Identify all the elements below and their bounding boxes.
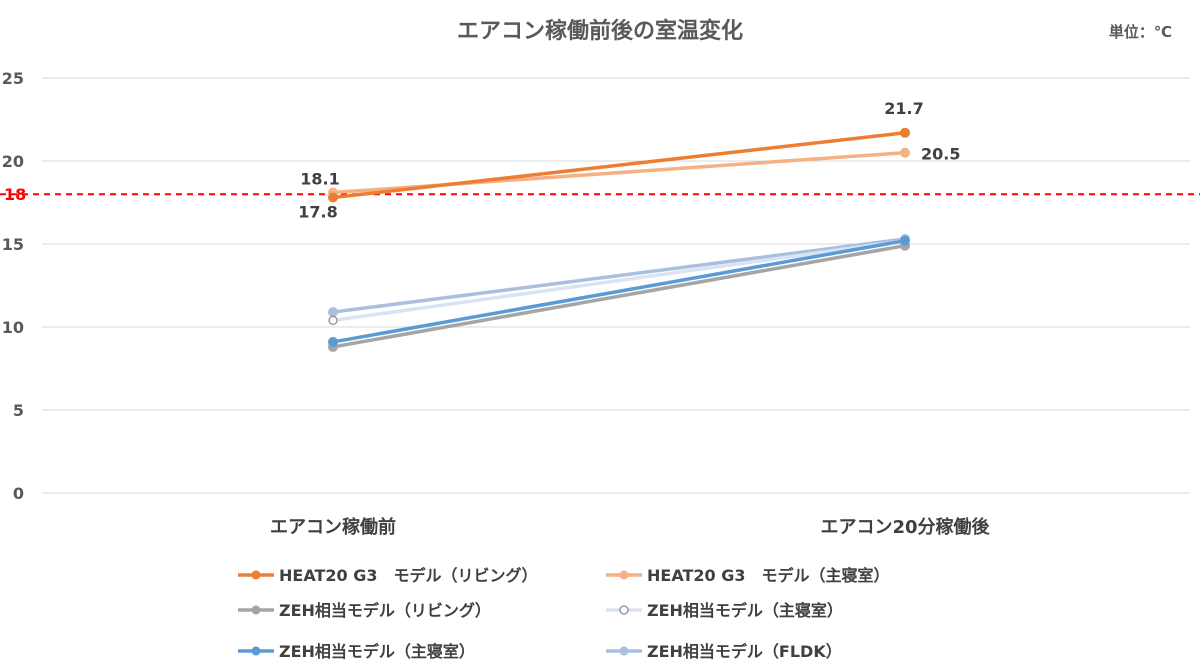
data-point xyxy=(900,127,910,138)
y-tick-label: 15 xyxy=(2,235,24,254)
x-axis: エアコン稼働前 エアコン20分稼働後 xyxy=(270,516,991,538)
legend-item: HEAT20 G3 モデル（主寝室） xyxy=(606,566,889,585)
data-point xyxy=(900,235,910,246)
legend-label: HEAT20 G3 モデル（リビング） xyxy=(279,566,537,585)
y-tick-label: 10 xyxy=(2,318,24,337)
legend-label: ZEH相当モデル（主寝室） xyxy=(279,642,475,661)
series-line xyxy=(331,238,907,344)
data-label: 17.8 xyxy=(298,203,337,222)
y-tick-label: 5 xyxy=(13,401,24,420)
legend-item: ZEH相当モデル（主寝室） xyxy=(238,642,475,661)
reference-line-label: 18 xyxy=(4,185,26,204)
legend-item: ZEH相当モデル（FLDK） xyxy=(606,642,842,661)
data-label: 21.7 xyxy=(884,99,923,118)
data-point xyxy=(328,336,338,347)
legend-item: HEAT20 G3 モデル（リビング） xyxy=(238,566,537,585)
legend-label: HEAT20 G3 モデル（主寝室） xyxy=(647,566,889,585)
legend-swatch-marker xyxy=(251,570,261,580)
y-axis: 0 5 10 15 20 25 xyxy=(2,69,24,503)
series-line xyxy=(331,243,907,349)
legend-item: ZEH相当モデル（主寝室） xyxy=(606,601,843,620)
x-category-label: エアコン稼働前 xyxy=(270,516,396,538)
series-line xyxy=(331,238,907,323)
data-point xyxy=(900,147,910,158)
series-6 xyxy=(328,234,910,318)
x-category-label: エアコン20分稼働後 xyxy=(820,516,990,538)
legend-item: ZEH相当モデル（リビング） xyxy=(238,601,491,620)
series-line xyxy=(331,237,907,314)
data-point xyxy=(328,315,338,326)
series-3 xyxy=(328,240,910,352)
y-tick-label: 0 xyxy=(13,484,24,503)
legend-swatch-marker xyxy=(619,570,629,580)
legend-label: ZEH相当モデル（FLDK） xyxy=(647,642,842,661)
y-tick-label: 20 xyxy=(2,152,24,171)
legend: HEAT20 G3 モデル（リビング） HEAT20 G3 モデル（主寝室） ZEH… xyxy=(238,566,889,661)
data-label: 18.1 xyxy=(300,170,339,189)
data-label: 20.5 xyxy=(921,145,960,164)
data-labels: 17.8 21.7 18.1 20.5 xyxy=(298,99,960,222)
legend-label: ZEH相当モデル（主寝室） xyxy=(647,601,843,620)
series-lines xyxy=(328,127,910,352)
unit-note: 単位：℃ xyxy=(1109,23,1172,41)
data-point xyxy=(328,192,338,203)
reference-line-18: 18 xyxy=(0,185,1200,204)
series-5 xyxy=(328,235,910,347)
data-point xyxy=(328,307,338,318)
legend-swatch-marker xyxy=(251,646,261,656)
chart-title: エアコン稼働前後の室温変化 xyxy=(457,18,743,44)
y-tick-label: 25 xyxy=(2,69,24,88)
legend-label: ZEH相当モデル（リビング） xyxy=(279,601,491,620)
series-line xyxy=(331,131,907,200)
series-1 xyxy=(328,127,910,203)
legend-swatch-marker xyxy=(251,605,261,615)
legend-swatch-marker xyxy=(619,605,629,615)
legend-swatch-marker xyxy=(619,646,629,656)
gridlines xyxy=(42,77,1190,494)
